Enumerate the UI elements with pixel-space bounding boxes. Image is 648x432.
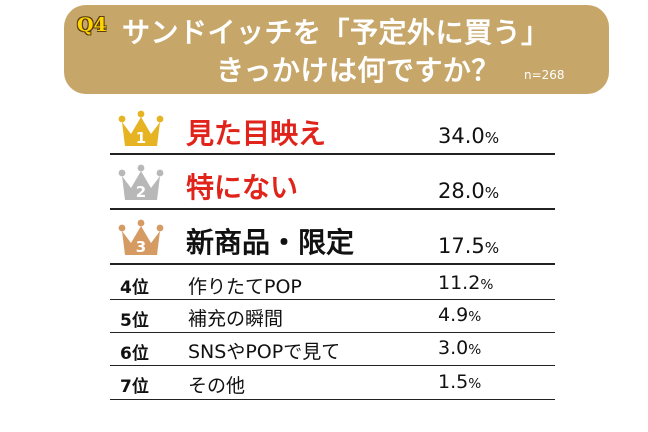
item-label: 特にない [186, 171, 299, 204]
item-value: 17.5% [438, 234, 499, 258]
ranking-row-7: 7位 その他 1.5% [110, 366, 555, 400]
value-unit: % [484, 129, 500, 147]
value-unit: % [468, 309, 482, 325]
item-value: 1.5% [438, 371, 481, 393]
value-number: 1.5 [438, 371, 469, 393]
question-number-badge: Q4 [77, 14, 107, 36]
row-divider [110, 153, 555, 155]
item-label: 補充の瞬間 [188, 308, 284, 330]
silver-crown-icon: 2 [118, 164, 164, 208]
question-title-line1: サンドイッチを「予定外に買う」 [122, 16, 550, 49]
ranking-row-3: 3 新商品・限定 17.5% [110, 213, 555, 265]
item-value: 28.0% [438, 179, 499, 203]
item-value: 3.0% [438, 337, 481, 359]
ranking-row-1: 1 見た目映え 34.0% [110, 104, 555, 155]
row-divider [110, 365, 555, 366]
row-divider [110, 299, 555, 300]
value-number: 3.0 [438, 337, 469, 359]
sample-size: n=268 [524, 68, 565, 82]
rank-label: 4位 [120, 278, 149, 298]
value-number: 11.2 [438, 272, 481, 294]
ranking-row-5: 5位 補充の瞬間 4.9% [110, 300, 555, 333]
value-number: 4.9 [438, 304, 469, 326]
ranking-row-2: 2 特にない 28.0% [110, 158, 555, 210]
gold-crown-icon: 1 [118, 110, 164, 154]
item-label: 新商品・限定 [186, 226, 355, 259]
bronze-crown-icon: 3 [118, 219, 164, 263]
row-divider [110, 208, 555, 210]
ranking-row-6: 6位 SNSやPOPで見て 3.0% [110, 333, 555, 366]
value-unit: % [484, 184, 500, 202]
value-number: 17.5 [438, 234, 485, 258]
item-value: 11.2% [438, 272, 493, 294]
item-value: 4.9% [438, 304, 481, 326]
value-unit: % [480, 277, 494, 293]
item-label: その他 [188, 375, 246, 397]
value-unit: % [468, 342, 482, 358]
ranking-row-4: 4位 作りたてPOP 11.2% [110, 268, 555, 300]
crown-rank-number: 1 [136, 129, 146, 147]
value-unit: % [484, 239, 500, 257]
row-divider [110, 332, 555, 333]
question-header: Q4 サンドイッチを「予定外に買う」 きっかけは何ですか？ n=268 [64, 5, 609, 94]
item-label: 見た目映え [186, 117, 327, 150]
row-divider [110, 399, 555, 400]
crown-rank-number: 3 [136, 238, 146, 256]
rank-label: 7位 [120, 377, 149, 397]
question-title-line2: きっかけは何ですか？ [216, 54, 500, 87]
rank-label: 6位 [120, 344, 149, 364]
item-value: 34.0% [438, 124, 499, 148]
value-number: 28.0 [438, 179, 485, 203]
value-unit: % [468, 376, 482, 392]
item-label: SNSやPOPで見て [188, 341, 341, 363]
row-divider [110, 263, 555, 265]
item-label: 作りたてPOP [188, 276, 302, 298]
value-number: 34.0 [438, 124, 485, 148]
crown-rank-number: 2 [136, 183, 146, 201]
rank-label: 5位 [120, 311, 149, 331]
